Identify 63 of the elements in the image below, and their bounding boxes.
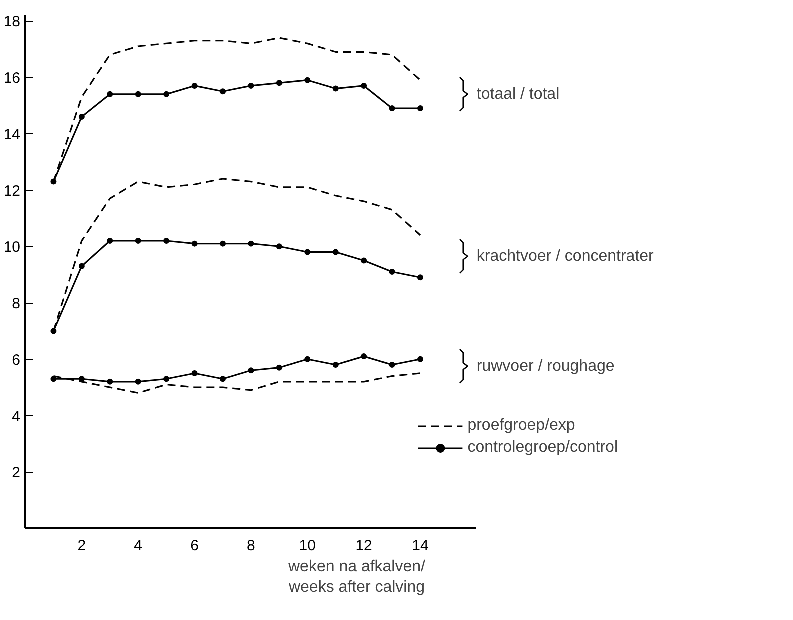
x-tick-label: 12 — [356, 538, 372, 554]
y-tick-label: 10 — [4, 239, 21, 256]
point — [78, 114, 85, 120]
y-tick-label: 2 — [12, 464, 20, 482]
y-tick-label: 4 — [12, 408, 20, 426]
point — [135, 238, 142, 244]
point — [332, 86, 339, 92]
x-axis-title: weken na afkalven/ weeks after calving — [288, 558, 426, 596]
y-tick-label: 18 — [4, 14, 21, 31]
point — [361, 354, 368, 360]
point — [192, 240, 198, 247]
text: totaal / total — [476, 86, 560, 103]
point — [50, 328, 57, 334]
point — [417, 356, 424, 362]
point — [135, 378, 142, 385]
point — [135, 91, 142, 98]
point — [78, 263, 85, 270]
x-tick-label: 10 — [299, 538, 316, 554]
y-tick-label: 16 — [4, 70, 21, 88]
point — [417, 274, 424, 281]
point — [276, 80, 282, 86]
point — [276, 244, 282, 250]
point — [389, 269, 396, 275]
legend-label: controlegroep/control — [468, 439, 618, 457]
point — [248, 368, 254, 374]
point — [248, 240, 254, 247]
y-tick-label: 8 — [12, 296, 20, 313]
point — [192, 82, 198, 89]
x-tick-label: 4 — [134, 538, 143, 554]
point — [220, 376, 226, 382]
point — [192, 370, 198, 376]
point — [107, 238, 114, 244]
point — [107, 378, 114, 385]
legend-label: proefgroep/exp — [468, 417, 576, 435]
text: krachtvoer / concentrater — [476, 248, 655, 265]
point — [417, 106, 424, 112]
point — [50, 178, 57, 185]
y-tick-label: 14 — [4, 126, 21, 144]
point — [50, 376, 57, 382]
point — [361, 258, 368, 264]
y-tick-label: 6 — [12, 352, 20, 369]
point — [332, 362, 339, 368]
point — [304, 356, 311, 362]
point — [220, 240, 226, 247]
point — [107, 91, 114, 98]
point — [332, 249, 339, 256]
x-tick-label: 14 — [412, 538, 429, 554]
point — [304, 77, 311, 84]
x-tick-label: 2 — [78, 538, 86, 554]
point — [304, 249, 311, 256]
point — [361, 82, 368, 89]
x-tick-label: 8 — [247, 538, 256, 554]
point — [389, 362, 396, 368]
point — [164, 238, 170, 244]
x-tick-label: 6 — [190, 538, 199, 554]
point — [248, 82, 254, 89]
point — [164, 376, 170, 382]
y-tick-label: 12 — [4, 182, 21, 200]
point — [164, 91, 170, 98]
point — [220, 88, 226, 95]
point — [276, 364, 282, 371]
text: ruwvoer / roughage — [476, 358, 615, 375]
point — [389, 106, 396, 112]
